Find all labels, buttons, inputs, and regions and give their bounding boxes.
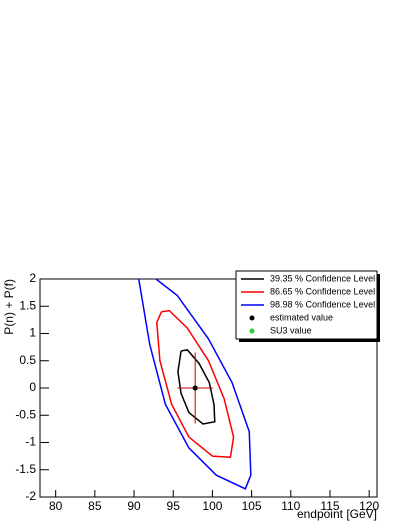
y-axis-title: P(n) + P(f) [2, 279, 16, 335]
legend-box [235, 270, 378, 340]
x-tick-label: 90 [127, 499, 141, 513]
legend-label: SU3 value [270, 325, 312, 335]
legend-swatch [249, 328, 255, 334]
x-tick-label: 110 [281, 499, 300, 513]
contour-line [138, 279, 252, 490]
x-tick-label: 80 [49, 499, 63, 513]
x-tick-label: 105 [242, 499, 262, 513]
y-tick-label: 2 [29, 271, 36, 285]
legend-label: 86.65 % Confidence Level [270, 286, 375, 296]
x-tick-label: 115 [320, 499, 339, 513]
legend-label: 39.35 % Confidence Level [270, 273, 375, 283]
y-tick-label: 1.5 [19, 298, 36, 312]
x-tick-label: 95 [167, 499, 181, 513]
x-axis-title: endpoint [GeV] [297, 507, 377, 521]
y-tick-label: -2 [25, 489, 36, 503]
y-tick-label: 0 [29, 380, 36, 394]
contour-line [156, 309, 235, 459]
marker [192, 385, 198, 391]
x-tick-label: 100 [202, 499, 222, 513]
y-tick-label: -0.5 [15, 407, 36, 421]
x-tick-label: 120 [359, 499, 379, 513]
y-tick-label: 1 [29, 326, 36, 340]
y-tick-label: -1.5 [15, 462, 36, 476]
legend-swatch [249, 315, 255, 321]
legend-label: estimated value [270, 312, 333, 322]
y-tick-label: -1 [25, 435, 36, 449]
plot-area [138, 279, 252, 490]
legend-label: 98.98 % Confidence Level [270, 299, 375, 309]
y-tick-label: 0.5 [19, 353, 36, 367]
x-tick-label: 85 [88, 499, 102, 513]
